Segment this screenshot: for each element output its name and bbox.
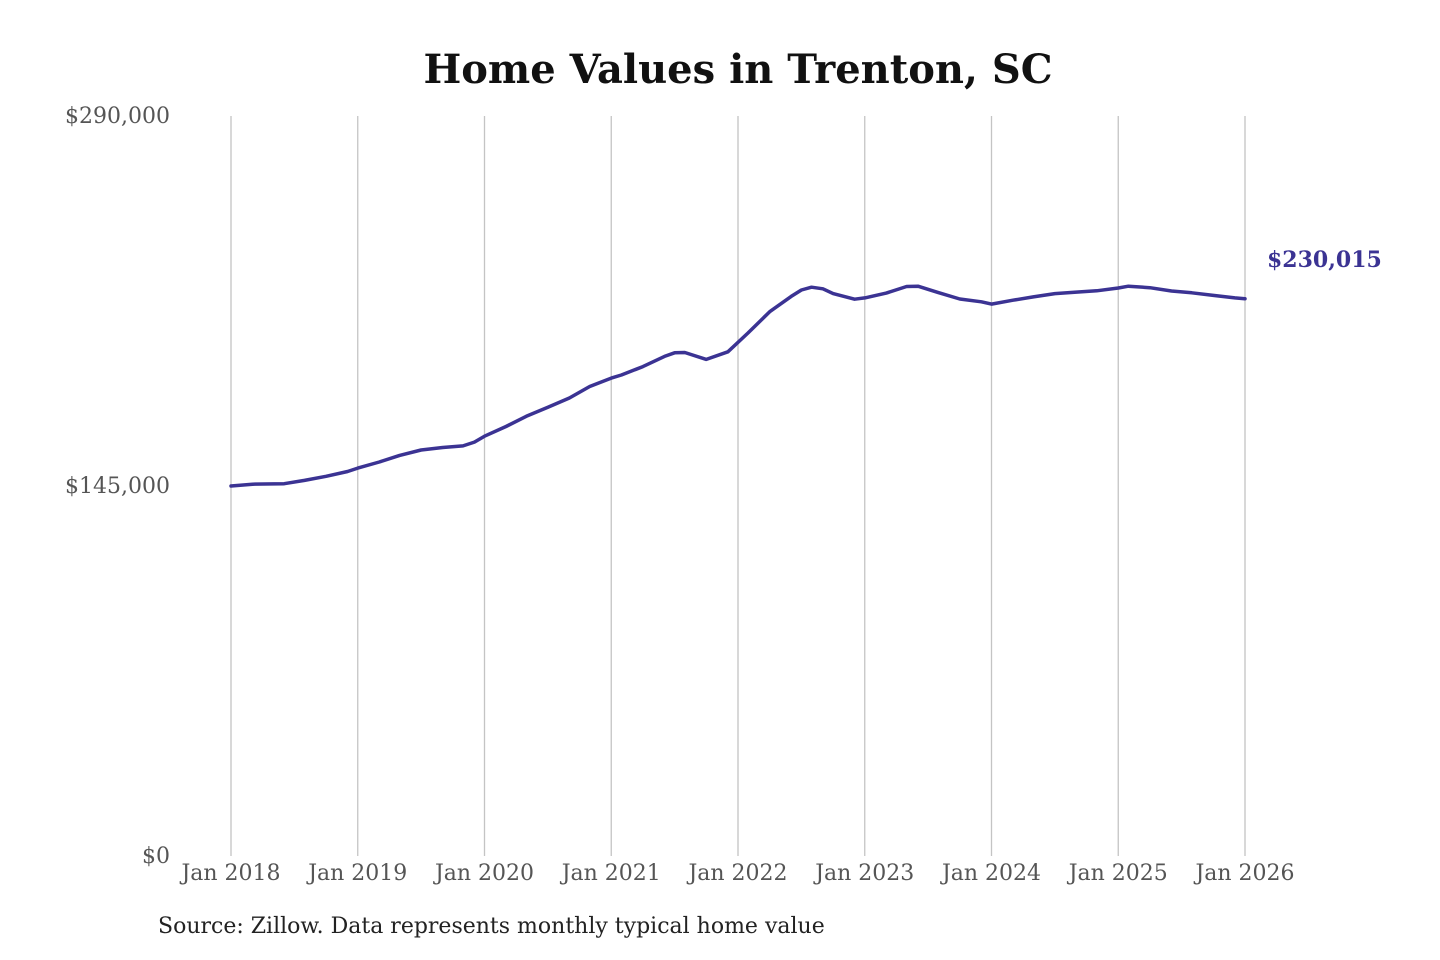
x-tick-label: Jan 2023 xyxy=(813,861,914,886)
grid-lines xyxy=(230,116,1246,856)
y-tick-label: $0 xyxy=(142,844,170,869)
chart-title: Home Values in Trenton, SC xyxy=(423,46,1052,93)
x-tick-label: Jan 2024 xyxy=(940,861,1041,886)
x-tick-label: Jan 2020 xyxy=(433,861,534,886)
y-tick-label: $290,000 xyxy=(65,104,170,129)
x-tick-label: Jan 2022 xyxy=(686,861,787,886)
end-value-label: $230,015 xyxy=(1267,247,1382,273)
x-tick-label: Jan 2018 xyxy=(179,861,280,886)
x-axis-tick-labels: Jan 2018 Jan 2019 Jan 2020 Jan 2021 Jan 2022… xyxy=(179,861,1294,886)
x-tick-label: Jan 2025 xyxy=(1067,861,1168,886)
home-value-line xyxy=(229,284,1247,488)
y-tick-label: $145,000 xyxy=(65,474,170,499)
x-tick-label: Jan 2019 xyxy=(306,861,407,886)
source-note: Source: Zillow. Data represents monthly … xyxy=(158,914,825,939)
y-axis-tick-labels: $290,000 $145,000 $0 xyxy=(65,104,170,869)
x-tick-label: Jan 2021 xyxy=(560,861,661,886)
x-tick-label: Jan 2026 xyxy=(1193,861,1294,886)
